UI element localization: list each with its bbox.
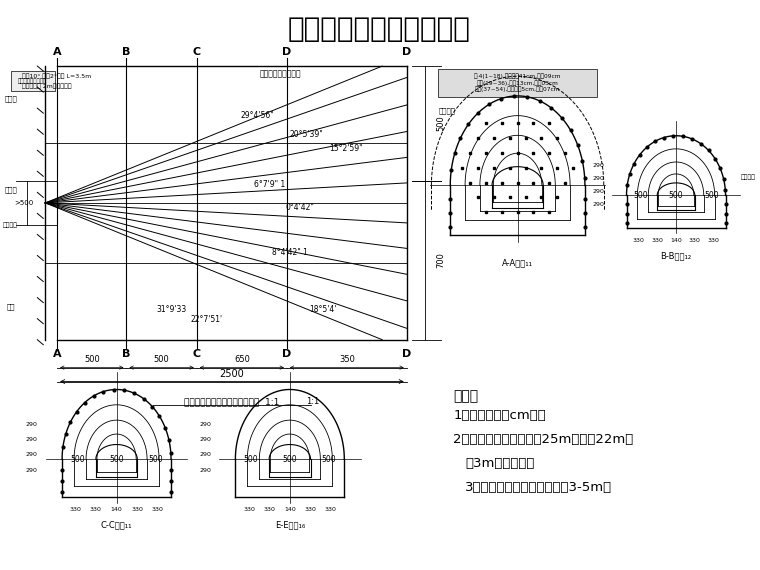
Text: A-A断面₁₁: A-A断面₁₁ bbox=[502, 258, 533, 267]
Text: A: A bbox=[53, 47, 62, 57]
Text: 290: 290 bbox=[26, 437, 37, 442]
Text: 330: 330 bbox=[305, 507, 316, 512]
Text: 350: 350 bbox=[339, 355, 355, 364]
Text: 330: 330 bbox=[651, 238, 663, 243]
Text: 孔-4(1~18),钻孔倾斜41cm,间距09cm
孔组(19~36),倾斜13cm,间距03cm
孔组(37~54),钻孔孔径5cm,间距07cm: 孔-4(1~18),钻孔倾斜41cm,间距09cm 孔组(19~36),倾斜13… bbox=[473, 74, 562, 92]
Text: 500: 500 bbox=[154, 355, 169, 364]
Text: 500: 500 bbox=[70, 455, 84, 463]
Text: 290: 290 bbox=[199, 422, 211, 427]
Text: 500: 500 bbox=[321, 455, 337, 463]
Text: B: B bbox=[122, 47, 131, 57]
Text: 500: 500 bbox=[436, 116, 445, 132]
Text: 290: 290 bbox=[199, 437, 211, 442]
Text: 330: 330 bbox=[689, 238, 701, 243]
Text: 290: 290 bbox=[592, 176, 604, 181]
Text: 140: 140 bbox=[670, 238, 682, 243]
Text: 290: 290 bbox=[592, 202, 604, 207]
Text: 140: 140 bbox=[284, 507, 296, 512]
Text: D: D bbox=[282, 349, 292, 359]
Text: 500: 500 bbox=[84, 355, 100, 364]
Text: 650: 650 bbox=[234, 355, 250, 364]
Text: 500: 500 bbox=[283, 455, 297, 463]
Text: 止浆前帷幕注浆孔位: 止浆前帷幕注浆孔位 bbox=[259, 70, 301, 79]
Text: 帷幕宽度: 帷幕宽度 bbox=[3, 222, 18, 227]
Text: C-C断面₁₁: C-C断面₁₁ bbox=[101, 521, 132, 530]
Text: A: A bbox=[53, 349, 62, 359]
Text: C: C bbox=[193, 47, 201, 57]
Text: C: C bbox=[193, 349, 201, 359]
Text: 290: 290 bbox=[26, 468, 37, 473]
Text: 330: 330 bbox=[325, 507, 337, 512]
Text: 留3m止浆岩盘；: 留3m止浆岩盘； bbox=[465, 457, 534, 470]
Text: 330: 330 bbox=[708, 238, 719, 243]
Text: 290: 290 bbox=[26, 453, 37, 458]
Text: 0°4'42": 0°4'42" bbox=[285, 203, 314, 213]
Text: 帷幕注浆孔位示意图: 帷幕注浆孔位示意图 bbox=[17, 78, 47, 84]
Text: D: D bbox=[282, 47, 292, 57]
Text: 330: 330 bbox=[151, 507, 163, 512]
Text: 500: 500 bbox=[669, 191, 683, 200]
Text: 22°7'51': 22°7'51' bbox=[191, 315, 223, 324]
Text: 2、帷幕注浆钻孔每循环25m，开挖22m，: 2、帷幕注浆钻孔每循环25m，开挖22m， bbox=[453, 433, 634, 446]
Text: 孔边界: 孔边界 bbox=[5, 96, 17, 102]
Text: 500: 500 bbox=[705, 191, 719, 200]
Text: 330: 330 bbox=[633, 238, 644, 243]
Text: 500: 500 bbox=[633, 191, 648, 200]
Text: 帷幕顶宽: 帷幕顶宽 bbox=[740, 175, 755, 180]
Text: 290: 290 bbox=[26, 422, 37, 427]
Text: 330: 330 bbox=[70, 507, 81, 512]
Text: 330: 330 bbox=[131, 507, 143, 512]
Text: 31°9'33: 31°9'33 bbox=[156, 306, 186, 315]
Text: 500: 500 bbox=[109, 455, 124, 463]
Text: 3、钻孔孔底距开挖轮廓线外3-5m。: 3、钻孔孔底距开挖轮廓线外3-5m。 bbox=[465, 481, 613, 494]
Text: 双排: 双排 bbox=[6, 304, 15, 310]
Text: 330: 330 bbox=[263, 507, 275, 512]
Text: 1、本图尺寸以cm计；: 1、本图尺寸以cm计； bbox=[453, 409, 546, 422]
Text: B: B bbox=[122, 349, 131, 359]
Text: >500: >500 bbox=[14, 200, 33, 206]
Text: 500: 500 bbox=[148, 455, 163, 463]
Text: 20°5'39": 20°5'39" bbox=[290, 130, 324, 139]
Text: 330: 330 bbox=[243, 507, 255, 512]
Text: 止浆板: 止浆板 bbox=[5, 186, 17, 193]
Text: 15°2'59": 15°2'59" bbox=[329, 144, 363, 153]
Text: D: D bbox=[402, 349, 411, 359]
Text: 最外10° 最大2°钻孔 L=3.5m: 最外10° 最大2°钻孔 L=3.5m bbox=[23, 73, 92, 79]
Text: 330: 330 bbox=[90, 507, 102, 512]
Text: 帷幕厚度: 帷幕厚度 bbox=[439, 108, 455, 114]
Text: D: D bbox=[402, 47, 411, 57]
Text: 140: 140 bbox=[111, 507, 122, 512]
Text: 说明：: 说明： bbox=[453, 389, 478, 404]
Text: B-B断面₁₂: B-B断面₁₂ bbox=[660, 251, 692, 260]
Text: 6°7'9" 1: 6°7'9" 1 bbox=[255, 181, 286, 189]
FancyBboxPatch shape bbox=[11, 71, 55, 91]
Text: 衬砌轮廓线 2m，帷幕厚度: 衬砌轮廓线 2m，帷幕厚度 bbox=[23, 83, 72, 89]
Text: 正洞帷幕注浆钻孔示意图: 正洞帷幕注浆钻孔示意图 bbox=[287, 15, 470, 43]
Text: 290: 290 bbox=[592, 163, 604, 168]
Text: 1:1: 1:1 bbox=[306, 397, 320, 406]
Text: 290: 290 bbox=[592, 189, 604, 194]
Text: 700: 700 bbox=[436, 253, 445, 268]
Text: 隧道帷幕注浆纵向注浆孔位置图  1:1: 隧道帷幕注浆纵向注浆孔位置图 1:1 bbox=[184, 397, 280, 406]
Text: 290: 290 bbox=[199, 453, 211, 458]
Text: 2500: 2500 bbox=[220, 369, 244, 378]
Text: 290: 290 bbox=[199, 468, 211, 473]
Text: 29°4'56": 29°4'56" bbox=[240, 111, 274, 120]
Text: E-E断面₁₆: E-E断面₁₆ bbox=[274, 521, 305, 530]
Text: 18°5'4': 18°5'4' bbox=[309, 306, 337, 315]
FancyBboxPatch shape bbox=[439, 69, 597, 97]
Text: 500: 500 bbox=[243, 455, 258, 463]
Text: 8°4'42" 1: 8°4'42" 1 bbox=[272, 248, 308, 257]
